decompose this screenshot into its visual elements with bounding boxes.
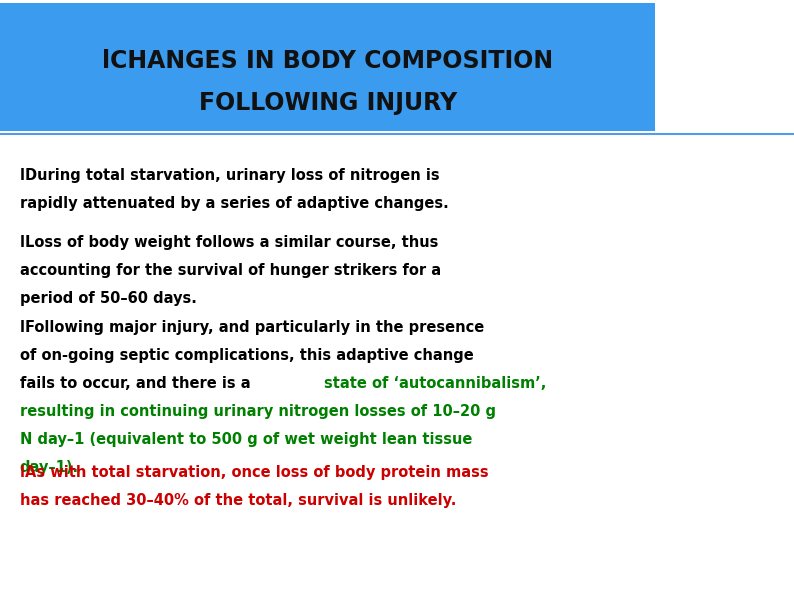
Text: lFollowing major injury, and particularly in the presence: lFollowing major injury, and particularl… [20, 320, 484, 335]
Text: period of 50–60 days.: period of 50–60 days. [20, 291, 197, 306]
Text: fails to occur, and there is a: fails to occur, and there is a [20, 376, 256, 391]
Text: day–1).: day–1). [20, 460, 79, 475]
Text: lCHANGES IN BODY COMPOSITION: lCHANGES IN BODY COMPOSITION [102, 49, 553, 73]
Text: lDuring total starvation, urinary loss of nitrogen is: lDuring total starvation, urinary loss o… [20, 168, 439, 183]
Text: FOLLOWING INJURY: FOLLOWING INJURY [198, 91, 457, 115]
Text: N day–1 (equivalent to 500 g of wet weight lean tissue: N day–1 (equivalent to 500 g of wet weig… [20, 432, 472, 447]
Text: accounting for the survival of hunger strikers for a: accounting for the survival of hunger st… [20, 263, 441, 278]
Text: lLoss of body weight follows a similar course, thus: lLoss of body weight follows a similar c… [20, 235, 438, 250]
Text: state of ‘autocannibalism’,: state of ‘autocannibalism’, [324, 376, 546, 391]
Text: has reached 30–40% of the total, survival is unlikely.: has reached 30–40% of the total, surviva… [20, 493, 457, 508]
Text: of on-going septic complications, this adaptive change: of on-going septic complications, this a… [20, 348, 473, 363]
Text: lAs with total starvation, once loss of body protein mass: lAs with total starvation, once loss of … [20, 465, 488, 480]
Text: resulting in continuing urinary nitrogen losses of 10–20 g: resulting in continuing urinary nitrogen… [20, 404, 495, 419]
FancyBboxPatch shape [0, 3, 655, 131]
Text: rapidly attenuated by a series of adaptive changes.: rapidly attenuated by a series of adapti… [20, 196, 449, 211]
